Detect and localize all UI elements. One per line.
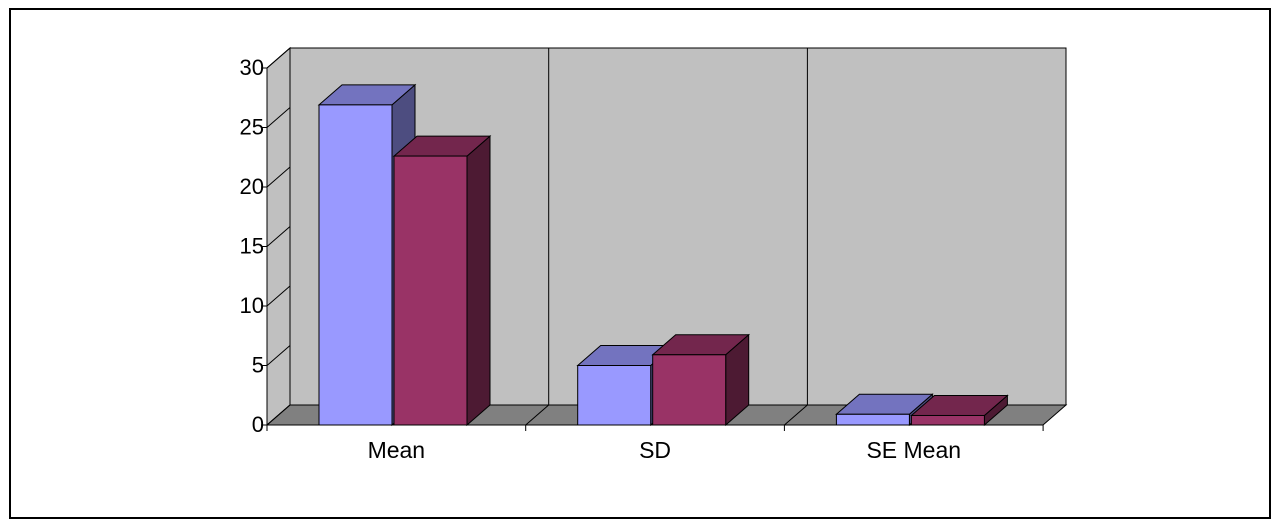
y-tick-depth: [266, 285, 291, 307]
y-tick-label: 25: [240, 115, 264, 140]
bar-front: [835, 413, 910, 426]
y-tick-label: 5: [252, 353, 264, 378]
bar-front: [577, 365, 652, 426]
y-tick-label: 20: [240, 174, 264, 199]
bar: [910, 394, 1009, 427]
bar-front: [652, 354, 727, 426]
floor-divider: [525, 404, 550, 426]
y-tick-depth: [266, 345, 291, 366]
chart-bars: [317, 83, 1009, 427]
bar: [392, 135, 492, 427]
bar-front: [393, 155, 468, 426]
x-category-label: SD: [639, 437, 671, 463]
y-tick-depth: [266, 404, 291, 426]
y-tick-label: 0: [252, 412, 264, 437]
y-tick-depth: [266, 226, 291, 247]
y-tick-depth: [266, 107, 291, 128]
bar-side: [466, 135, 491, 427]
x-category-label: Mean: [368, 437, 426, 463]
x-category-label: SE Mean: [866, 437, 961, 463]
y-tick-depth: [266, 166, 291, 188]
y-tick-label: 15: [240, 234, 264, 259]
bar: [651, 333, 751, 427]
bar-front: [910, 414, 985, 426]
y-tick-label: 30: [240, 55, 264, 80]
chart-labels: Mean SD SE Mean: [368, 437, 961, 463]
bar-front: [318, 104, 393, 426]
y-tick-depth: [266, 47, 291, 69]
floor-divider: [784, 404, 808, 426]
y-tick-label: 10: [240, 293, 264, 318]
